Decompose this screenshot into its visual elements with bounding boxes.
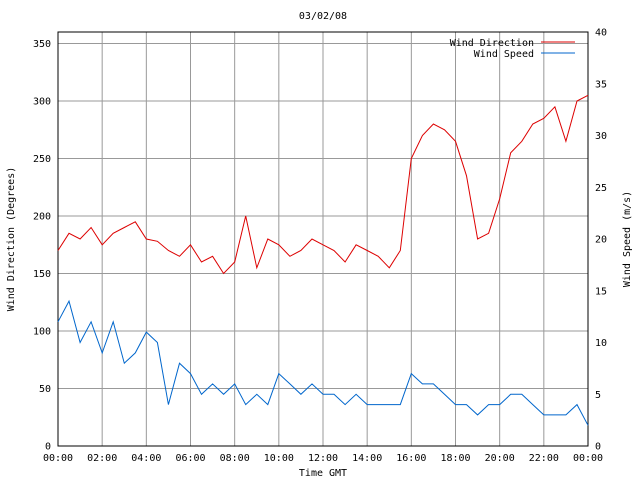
y-left-tick-label: 350: [33, 39, 51, 50]
x-tick-label: 06:00: [175, 453, 205, 464]
y-right-tick-label: 30: [595, 131, 607, 142]
x-axis-label: Time GMT: [299, 468, 347, 479]
grid: [58, 32, 588, 446]
x-tick-label: 04:00: [131, 453, 161, 464]
x-tick-label: 00:00: [43, 453, 73, 464]
y-right-tick-label: 20: [595, 235, 607, 246]
x-tick-label: 18:00: [440, 453, 470, 464]
x-tick-label: 02:00: [87, 453, 117, 464]
series-wind-direction: [57, 94, 589, 275]
x-tick-label: 08:00: [220, 453, 250, 464]
y-right-tick-label: 15: [595, 286, 607, 297]
y-left-tick-label: 0: [45, 442, 51, 453]
y-axis-left-label: Wind Direction (Degrees): [6, 167, 17, 312]
plot-frame: [57, 31, 589, 447]
x-tick-label: 10:00: [264, 453, 294, 464]
y-left-tick-label: 200: [33, 212, 51, 223]
y-axis-right-label: Wind Speed (m/s): [622, 191, 633, 287]
y-right-tick-label: 10: [595, 338, 607, 349]
y-left-tick-label: 50: [39, 384, 51, 395]
y-left-tick-label: 250: [33, 154, 51, 165]
y-right-tick-label: 0: [595, 442, 601, 453]
x-tick-label: 12:00: [308, 453, 338, 464]
x-tick-label: 16:00: [396, 453, 426, 464]
y-right-tick-label: 40: [595, 28, 607, 39]
legend-label-direction: Wind Direction: [450, 38, 534, 49]
tick-labels: 00:00 02:00 04:00 06:00 08:00 10:00 12:00 14:00…: [33, 28, 607, 465]
x-tick-label: 22:00: [529, 453, 559, 464]
legend: Wind Direction Wind Speed: [450, 38, 575, 60]
legend-label-speed: Wind Speed: [474, 49, 534, 60]
x-tick-label: 20:00: [485, 453, 515, 464]
y-left-tick-label: 100: [33, 327, 51, 338]
y-right-tick-label: 35: [595, 79, 607, 90]
series-lines: [57, 94, 589, 426]
x-tick-label: 00:00: [573, 453, 603, 464]
y-right-tick-label: 25: [595, 183, 607, 194]
y-left-tick-label: 300: [33, 97, 51, 108]
y-left-tick-label: 150: [33, 269, 51, 280]
chart-title: 03/02/08: [299, 11, 347, 22]
series-wind-speed: [57, 299, 589, 426]
x-tick-label: 14:00: [352, 453, 382, 464]
y-right-tick-label: 5: [595, 390, 601, 401]
